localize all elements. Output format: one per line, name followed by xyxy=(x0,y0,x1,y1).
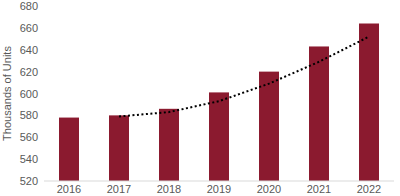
y-tick-label: 620 xyxy=(20,66,38,78)
bar xyxy=(359,24,379,182)
y-tick-label: 580 xyxy=(20,109,38,121)
bar xyxy=(209,92,229,181)
x-tick-label: 2021 xyxy=(307,183,331,195)
x-tick-label: 2017 xyxy=(107,183,131,195)
trend-line xyxy=(119,37,369,117)
x-tick-label: 2016 xyxy=(57,183,81,195)
x-tick-label: 2019 xyxy=(207,183,231,195)
y-axis-label: Thousands of Units xyxy=(1,46,13,141)
x-tick-label: 2020 xyxy=(257,183,281,195)
x-tick-label: 2022 xyxy=(357,183,381,195)
bar xyxy=(309,46,329,181)
bar xyxy=(59,118,79,181)
chart-svg: 520 540 560 580 600 620 640 660 680 Thousands of … xyxy=(0,0,400,196)
x-axis-line xyxy=(44,181,394,182)
y-tick-label: 680 xyxy=(20,0,38,12)
bar xyxy=(259,72,279,181)
y-tick-label: 560 xyxy=(20,131,38,143)
x-tick-label: 2018 xyxy=(157,183,181,195)
chart-root: 520 540 560 580 600 620 640 660 680 Thousands of … xyxy=(0,0,400,196)
bar xyxy=(159,109,179,181)
y-tick-label: 640 xyxy=(20,44,38,56)
bar xyxy=(109,115,129,181)
y-tick-label: 540 xyxy=(20,153,38,165)
y-tick-label: 660 xyxy=(20,22,38,34)
plot-area xyxy=(59,24,379,182)
y-tick-label: 520 xyxy=(20,175,38,187)
y-tick-label: 600 xyxy=(20,88,38,100)
